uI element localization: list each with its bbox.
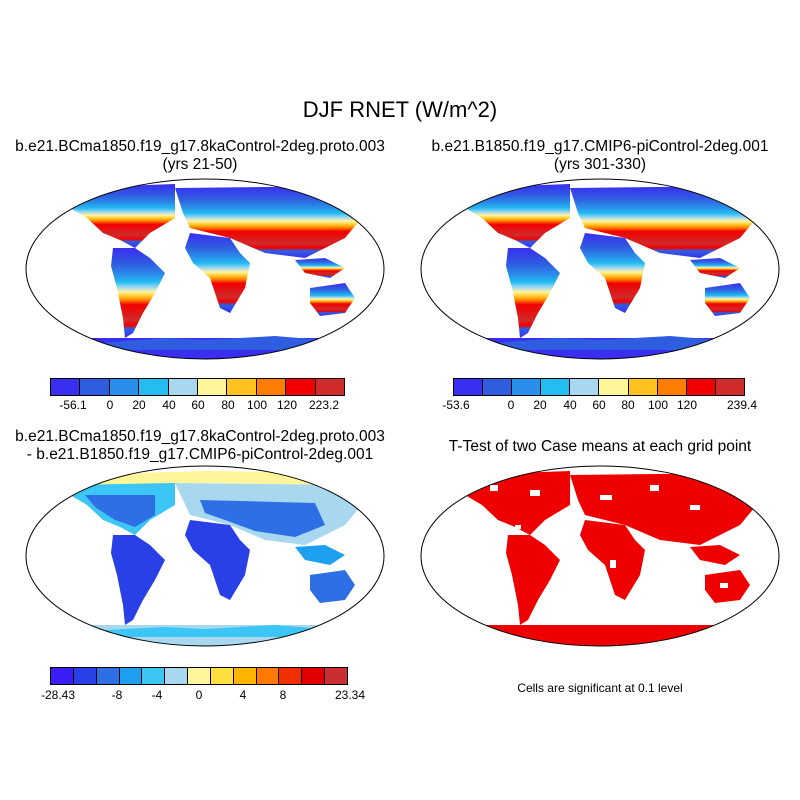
p1-swatch-6 xyxy=(227,379,257,395)
p3-swatch-0 xyxy=(51,668,74,684)
p2-swatch-4 xyxy=(570,379,600,395)
p3-swatch-5 xyxy=(165,668,189,684)
p1-tick-1: 0 xyxy=(106,398,114,412)
p2-swatch-9 xyxy=(715,379,744,395)
panel-2-title-line2: (yrs 301-330) xyxy=(553,156,647,173)
panel-3-land xyxy=(26,471,384,646)
p2-tick-3: 40 xyxy=(563,398,577,412)
p1-tick-7: 120 xyxy=(276,398,298,412)
p3-tick-3: 0 xyxy=(195,688,203,702)
p1-tick-5: 80 xyxy=(221,398,235,412)
p2-tick-0: -53.6 xyxy=(442,398,470,412)
p1-swatch-1 xyxy=(80,379,110,395)
panel-1-title-line1: b.e21.BCma1850.f19_g17.8kaControl-2deg.p… xyxy=(15,138,385,155)
p2-tick-4: 60 xyxy=(592,398,606,412)
p3-swatch-12 xyxy=(325,668,347,684)
p2-swatch-0 xyxy=(454,379,484,395)
p2-tick-6: 100 xyxy=(647,398,669,412)
p2-tick-5: 80 xyxy=(621,398,635,412)
panel-1-colorbar xyxy=(50,378,345,396)
p1-tick-3: 40 xyxy=(162,398,176,412)
p2-swatch-5 xyxy=(599,379,629,395)
panel-1-land xyxy=(26,184,384,359)
p2-swatch-3 xyxy=(541,379,571,395)
panel-3-colorbar xyxy=(50,667,348,685)
p3-swatch-6 xyxy=(188,668,211,684)
p3-tick-4: 4 xyxy=(239,688,247,702)
p2-tick-1: 0 xyxy=(507,398,515,412)
panel-1-map xyxy=(25,178,385,360)
p3-tick-2: -4 xyxy=(151,688,163,702)
p3-swatch-9 xyxy=(256,668,280,684)
p1-swatch-8 xyxy=(286,379,316,395)
panel-3-title: b.e21.BCma1850.f19_g17.8kaControl-2deg.p… xyxy=(0,428,400,464)
p3-tick-1: -8 xyxy=(111,688,123,702)
p3-swatch-11 xyxy=(302,668,326,684)
p1-swatch-3 xyxy=(139,379,169,395)
p2-swatch-7 xyxy=(657,379,687,395)
p1-tick-6: 100 xyxy=(246,398,268,412)
p3-swatch-8 xyxy=(233,668,257,684)
p2-swatch-2 xyxy=(512,379,542,395)
p3-tick-6: 23.34 xyxy=(334,688,366,702)
p3-tick-0: -28.43 xyxy=(40,688,76,702)
p1-swatch-4 xyxy=(168,379,199,395)
panel-2-map xyxy=(420,178,780,360)
p1-tick-2: 20 xyxy=(132,398,146,412)
panel-3-title-line1: b.e21.BCma1850.f19_g17.8kaControl-2deg.p… xyxy=(15,428,385,445)
significance-note: Cells are significant at 0.1 level xyxy=(517,681,683,695)
panel-4-map xyxy=(420,465,780,647)
p1-swatch-5 xyxy=(198,379,228,395)
p3-swatch-10 xyxy=(279,668,303,684)
panel-3-map xyxy=(25,465,385,647)
p1-tick-4: 60 xyxy=(191,398,205,412)
panel-1-title: b.e21.BCma1850.f19_g17.8kaControl-2deg.p… xyxy=(0,138,400,174)
panel-1-title-line2: (yrs 21-50) xyxy=(162,156,238,173)
p3-swatch-3 xyxy=(119,668,143,684)
p2-swatch-6 xyxy=(628,379,658,395)
p1-swatch-2 xyxy=(109,379,140,395)
p1-tick-8: 223.2 xyxy=(308,398,340,412)
p3-tick-5: 8 xyxy=(279,688,287,702)
p2-tick-2: 20 xyxy=(533,398,547,412)
panel-3-title-line2: - b.e21.B1850.f19_g17.CMIP6-piControl-2d… xyxy=(26,446,374,463)
panel-2-title: b.e21.B1850.f19_g17.CMIP6-piControl-2deg… xyxy=(400,138,800,174)
figure-title: DJF RNET (W/m^2) xyxy=(302,97,498,122)
p1-swatch-0 xyxy=(51,379,81,395)
p3-swatch-2 xyxy=(96,668,120,684)
p1-tick-0: -56.1 xyxy=(59,398,87,412)
panel-4-insignificant-gaps xyxy=(490,480,728,588)
p1-swatch-9 xyxy=(315,379,345,395)
panel-2-land xyxy=(421,184,779,359)
p2-tick-7: 120 xyxy=(676,398,698,412)
panel-4-title: T-Test of two Case means at each grid po… xyxy=(448,438,752,455)
p3-swatch-4 xyxy=(142,668,166,684)
p3-swatch-1 xyxy=(73,668,97,684)
panel-2-colorbar xyxy=(453,378,745,396)
p3-swatch-7 xyxy=(210,668,234,684)
p2-tick-8: 239.4 xyxy=(726,398,758,412)
p2-swatch-1 xyxy=(483,379,513,395)
panel-2-title-line1: b.e21.B1850.f19_g17.CMIP6-piControl-2deg… xyxy=(431,138,769,155)
p2-swatch-8 xyxy=(686,379,716,395)
p1-swatch-7 xyxy=(256,379,287,395)
